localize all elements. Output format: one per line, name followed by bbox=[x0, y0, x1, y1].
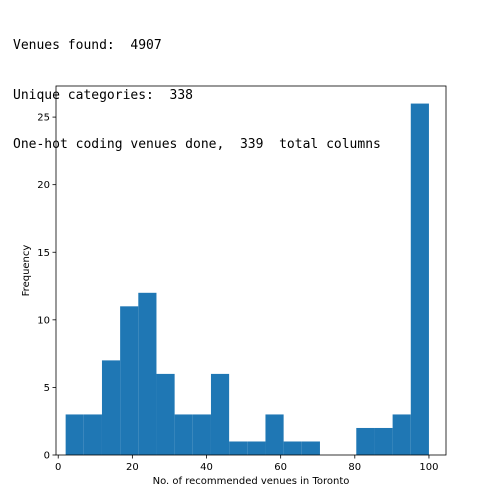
x-axis-label: No. of recommended venues in Toronto bbox=[153, 476, 350, 487]
y-tick-label: 25 bbox=[37, 113, 50, 124]
histogram-bar bbox=[265, 414, 284, 455]
x-tick-label: 60 bbox=[274, 462, 287, 473]
histogram-bar bbox=[192, 414, 211, 455]
x-tick-label: 40 bbox=[200, 462, 213, 473]
histogram-bar bbox=[210, 373, 230, 455]
x-tick-label: 20 bbox=[126, 462, 139, 473]
y-tick-label: 20 bbox=[37, 180, 50, 191]
x-tick-label: 100 bbox=[419, 462, 438, 473]
y-tick-label: 5 bbox=[44, 383, 50, 394]
histogram-bar bbox=[138, 292, 157, 455]
histogram-bar bbox=[156, 373, 175, 455]
histogram-bar bbox=[120, 306, 139, 455]
console-output: Venues found: 4907 Unique categories: 33… bbox=[13, 5, 381, 170]
histogram-bar bbox=[301, 441, 320, 455]
unique-categories-line: Unique categories: 338 bbox=[13, 87, 194, 103]
histogram-bar bbox=[83, 414, 102, 455]
x-axis-ticks: 0 20 40 60 80 100 bbox=[55, 455, 438, 473]
histogram-bar bbox=[410, 103, 429, 456]
y-tick-label: 15 bbox=[37, 248, 50, 259]
histogram-bars bbox=[65, 103, 429, 456]
one-hot-coding-line: One-hot coding venues done, 339 total co… bbox=[13, 137, 381, 152]
histogram-bar bbox=[101, 360, 121, 455]
histogram-bar bbox=[65, 414, 84, 455]
histogram-bar bbox=[247, 441, 266, 455]
y-axis-ticks: 0 5 10 15 20 25 bbox=[37, 113, 56, 462]
histogram-bar bbox=[229, 441, 248, 455]
histogram-bar bbox=[392, 414, 411, 455]
histogram-bar bbox=[174, 414, 193, 455]
y-axis-label: Frequency bbox=[21, 245, 32, 297]
axes-frame bbox=[55, 85, 447, 456]
x-tick-label: 0 bbox=[55, 462, 61, 473]
y-tick-label: 10 bbox=[37, 315, 50, 326]
histogram-bar bbox=[283, 441, 302, 455]
x-tick-label: 80 bbox=[348, 462, 361, 473]
venues-found-line: Venues found: 4907 bbox=[13, 38, 162, 53]
histogram-bar bbox=[374, 427, 393, 455]
histogram-bar bbox=[356, 427, 375, 455]
y-tick-label: 0 bbox=[44, 451, 50, 462]
